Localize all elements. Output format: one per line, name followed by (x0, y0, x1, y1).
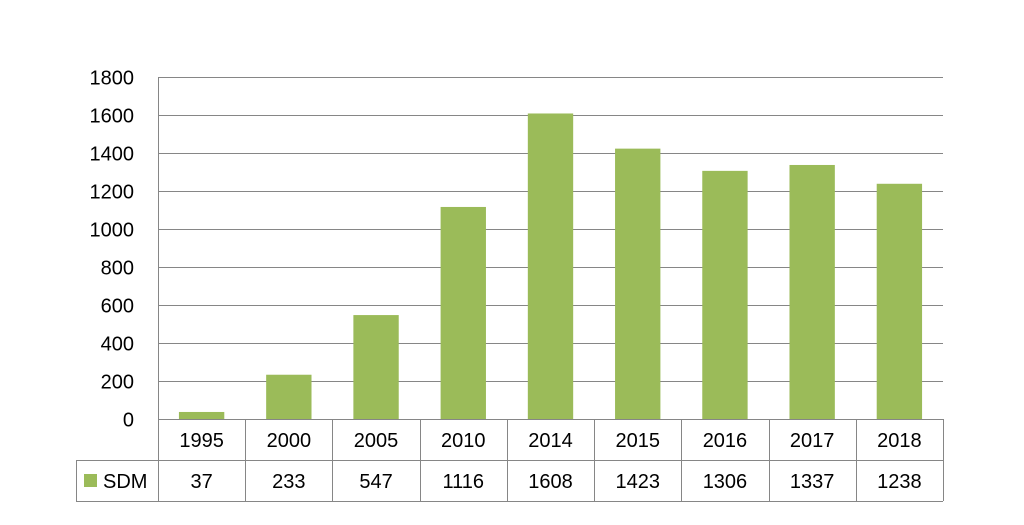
y-tick-label: 1600 (90, 106, 135, 128)
y-tick-label: 1400 (90, 144, 135, 166)
y-tick-label: 1200 (90, 182, 135, 204)
y-tick-label: 1800 (90, 68, 135, 90)
bar (178, 411, 225, 419)
x-tick-label: 2010 (441, 430, 486, 452)
data-label: 1608 (528, 471, 573, 493)
x-tick-label: 2014 (528, 430, 573, 452)
y-tick-label: 800 (101, 258, 134, 280)
data-label: 1116 (443, 471, 485, 493)
x-tick-label: 2016 (703, 430, 748, 452)
y-tick-label: 600 (101, 296, 134, 318)
legend-label: SDM (103, 471, 147, 493)
bar (615, 148, 661, 419)
bar (266, 374, 312, 419)
bar (527, 113, 574, 419)
bar (440, 206, 486, 419)
y-tick-label: 0 (123, 410, 134, 432)
data-label: 1238 (877, 471, 922, 493)
x-tick-label: 2015 (615, 430, 660, 452)
bar (702, 170, 748, 419)
x-tick-label: 1995 (179, 430, 224, 452)
data-table: 1995 37 2000 233 2005 547 2010 1116 2014 1608 2015… (76, 419, 944, 502)
data-label: 37 (190, 471, 212, 493)
x-tick-label: 2017 (790, 430, 835, 452)
data-label: 1306 (703, 471, 748, 493)
y-tick-label: 200 (101, 372, 134, 394)
data-label: 547 (359, 471, 392, 493)
y-tick-label: 1000 (90, 220, 135, 242)
data-label: 233 (272, 471, 305, 493)
bar (876, 183, 923, 419)
y-tick-label: 400 (101, 334, 134, 356)
x-tick-label: 2005 (354, 430, 399, 452)
legend-swatch (84, 474, 97, 487)
y-axis-ticks: 0 200 400 600 800 1000 1200 1400 1600 1800 (90, 68, 135, 432)
x-tick-label: 2000 (267, 430, 312, 452)
bar (789, 164, 835, 419)
bar (353, 315, 399, 419)
data-label: 1337 (790, 471, 835, 493)
bars (178, 113, 923, 419)
data-label: 1423 (615, 471, 660, 493)
x-tick-label: 2018 (877, 430, 922, 452)
